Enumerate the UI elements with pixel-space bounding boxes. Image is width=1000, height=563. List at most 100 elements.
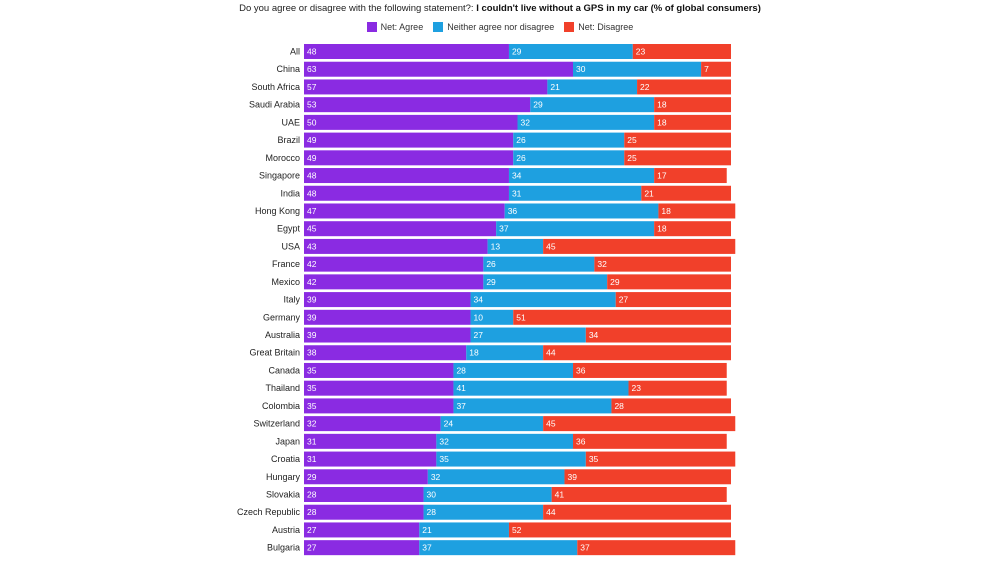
data-label-agree: 39 [307,312,317,322]
data-label-disagree: 28 [614,401,624,411]
data-label-neutral: 28 [456,365,466,375]
bar-segment-disagree [573,362,727,378]
data-label-disagree: 18 [661,206,671,216]
data-label-agree: 48 [307,188,317,198]
bar-segment-disagree [637,79,731,95]
bar-segment-agree [304,168,509,184]
bar-row: China 63 30 7 [276,61,731,77]
data-label-neutral: 29 [533,100,543,110]
bar-segment-agree [304,61,574,77]
bar-row: Hungary 29 32 39 [266,469,731,485]
data-label-agree: 48 [307,171,317,181]
data-label-neutral: 37 [422,543,432,553]
bar-segment-disagree [632,44,731,59]
bar-segment-neutral [440,416,544,432]
category-label: Singapore [259,171,300,181]
bar-row: Canada 35 28 36 [268,362,727,378]
bar-row: Colombia 35 37 28 [262,398,731,414]
bar-segment-agree [304,150,514,166]
bar-segment-disagree [543,504,731,520]
bar-row: Bulgaria 27 37 37 [267,540,736,556]
bar-segment-disagree [543,416,736,432]
data-label-agree: 35 [307,383,317,393]
legend-swatch-disagree [564,22,575,32]
data-label-disagree: 23 [636,47,646,57]
bar-segment-neutral [453,380,629,396]
category-label: Hong Kong [255,206,300,216]
data-label-neutral: 28 [427,507,437,517]
bar-segment-agree [304,451,437,467]
data-label-neutral: 41 [456,383,466,393]
data-label-disagree: 25 [627,135,637,145]
bar-segment-disagree [564,469,731,485]
bar-segment-agree [304,345,467,361]
data-label-disagree: 29 [610,277,620,287]
data-label-disagree: 7 [704,64,709,74]
data-label-agree: 39 [307,330,317,340]
bar-segment-neutral [483,256,595,272]
bar-segment-agree [304,44,509,59]
bar-segment-disagree [641,185,731,201]
data-label-disagree: 39 [567,472,577,482]
bar-segment-agree [304,362,454,378]
data-label-disagree: 18 [657,117,667,127]
bar-segment-disagree [543,345,731,361]
bar-segment-agree [304,416,441,432]
category-label: Morocco [265,153,300,163]
bar-segment-disagree [573,433,727,449]
data-label-agree: 47 [307,206,317,216]
legend-swatch-agree [366,22,377,32]
category-label: India [280,188,300,198]
bar-segment-disagree [654,168,727,184]
bar-row: Croatia 31 35 35 [271,451,736,467]
data-label-neutral: 29 [512,47,522,57]
category-label: Canada [268,365,300,375]
bar-segment-disagree [654,97,731,113]
bar-row: Germany 39 10 51 [263,309,731,325]
bar-row: Brazil 49 26 25 [277,132,731,148]
bar-segment-agree [304,97,531,113]
bar-segment-disagree [654,114,731,130]
bar-segment-disagree [551,487,727,502]
legend-item-agree: Net: Agree [366,22,423,32]
bar-segment-agree [304,79,548,95]
bar-segment-neutral [419,522,509,538]
data-label-agree: 57 [307,82,317,92]
bar-segment-neutral [436,451,586,467]
bar-segment-neutral [487,238,544,254]
bar-row: South Africa 57 21 22 [251,79,731,95]
bar-segment-disagree [624,150,731,166]
bar-row: Italy 39 34 27 [283,292,731,308]
category-label: Australia [265,330,300,340]
data-label-disagree: 44 [546,348,556,358]
bar-segment-neutral [508,168,655,184]
data-label-neutral: 31 [512,188,522,198]
bar-segment-agree [304,221,497,237]
bar-segment-disagree [543,238,736,254]
category-label: All [290,47,300,57]
bar-segment-disagree [611,398,731,414]
bar-segment-agree [304,380,454,396]
data-label-disagree: 32 [597,259,607,269]
data-label-agree: 39 [307,295,317,305]
bar-segment-disagree [628,380,727,396]
bar-row: UAE 50 32 18 [281,114,731,130]
bar-segment-agree [304,433,437,449]
bar-segment-disagree [658,203,736,219]
bar-row: Austria 27 21 52 [272,522,731,538]
bar-segment-agree [304,185,509,201]
bar-segment-neutral [504,203,659,219]
bar-segment-neutral [530,97,655,113]
data-label-neutral: 35 [439,454,449,464]
data-label-agree: 38 [307,348,317,358]
data-label-neutral: 34 [474,295,484,305]
category-label: Brazil [277,135,300,145]
category-label: Japan [275,436,300,446]
bar-row: Great Britain 38 18 44 [249,345,731,361]
bar-row: Saudi Arabia 53 29 18 [249,97,731,113]
category-label: France [272,259,300,269]
bar-segment-neutral [513,132,625,148]
bar-row: All 48 29 23 [290,44,731,59]
data-label-disagree: 44 [546,507,556,517]
bar-segment-agree [304,327,471,343]
